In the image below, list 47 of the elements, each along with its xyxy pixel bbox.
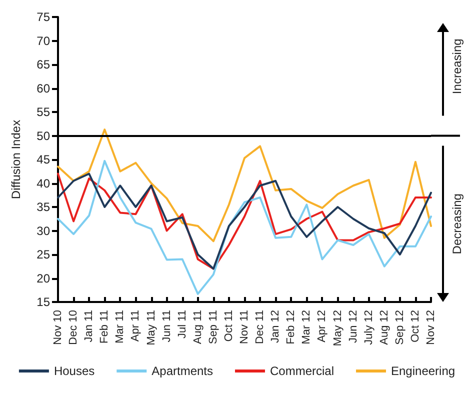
x-tick-label: Sep 11: [207, 310, 220, 344]
x-tick-label: Sep 12: [394, 310, 406, 345]
legend-label: Houses: [54, 364, 95, 378]
x-tick-label: Mar 11: [114, 310, 126, 344]
y-tick-label: 20: [36, 271, 50, 286]
x-tick-label: Feb 12: [285, 310, 298, 344]
x-tick-label: Jul 11: [176, 310, 188, 339]
y-tick-label: 55: [36, 105, 50, 119]
x-tick-label: Mar 12: [300, 310, 313, 344]
y-tick-label: 35: [36, 200, 50, 214]
y-tick-label: 70: [36, 34, 50, 48]
y-tick-label: 40: [36, 176, 50, 190]
x-tick-label: Apr 12: [316, 310, 328, 342]
x-tick-label: May 11: [145, 310, 158, 346]
y-tick-label: 45: [36, 152, 50, 166]
text: Increasing: [450, 38, 464, 94]
x-tick-label: Oct 12: [409, 310, 422, 342]
x-tick-label: Jun 12: [347, 310, 360, 344]
legend-label: Apartments: [152, 364, 213, 378]
x-tick-label: Nov 12: [425, 310, 437, 345]
x-tick-label: Apr 11: [130, 310, 142, 342]
y-tick-label: 65: [36, 58, 50, 72]
y-tick-label: 75: [36, 10, 50, 24]
line-series: [57, 172, 432, 270]
x-tick-label: Dec 10: [68, 310, 80, 345]
x-tick-label: Jan 11: [83, 310, 96, 342]
legend-label: Engineering: [391, 364, 456, 378]
y-tick-label: 25: [36, 248, 50, 262]
x-tick-label: Aug 11: [192, 310, 204, 344]
x-tick-label: Nov 11: [238, 310, 250, 344]
x-tick-label: Jan 12: [270, 310, 282, 344]
x-tick-label: Aug 12: [378, 310, 390, 345]
x-tick-label: Jun 11: [160, 310, 173, 342]
y-tick-label: 30: [36, 224, 50, 238]
x-tick-label: May 12: [332, 310, 344, 346]
x-tick-label: Nov 10: [52, 310, 64, 345]
y-tick-label: 60: [36, 81, 50, 96]
x-tick-label: July 12: [362, 310, 375, 345]
legend-label: Commercial: [270, 364, 334, 378]
y-tick-label: 15: [36, 295, 50, 309]
text: Decreasing: [450, 194, 464, 254]
x-tick-label: Dec 11: [254, 310, 266, 344]
y-axis-title: Diffusion Index: [9, 120, 23, 200]
y-tick-label: 50: [36, 128, 50, 143]
x-tick-label: Feb 11: [98, 310, 111, 344]
x-tick-label: Oct 11: [222, 310, 235, 342]
line-series: [57, 160, 432, 295]
